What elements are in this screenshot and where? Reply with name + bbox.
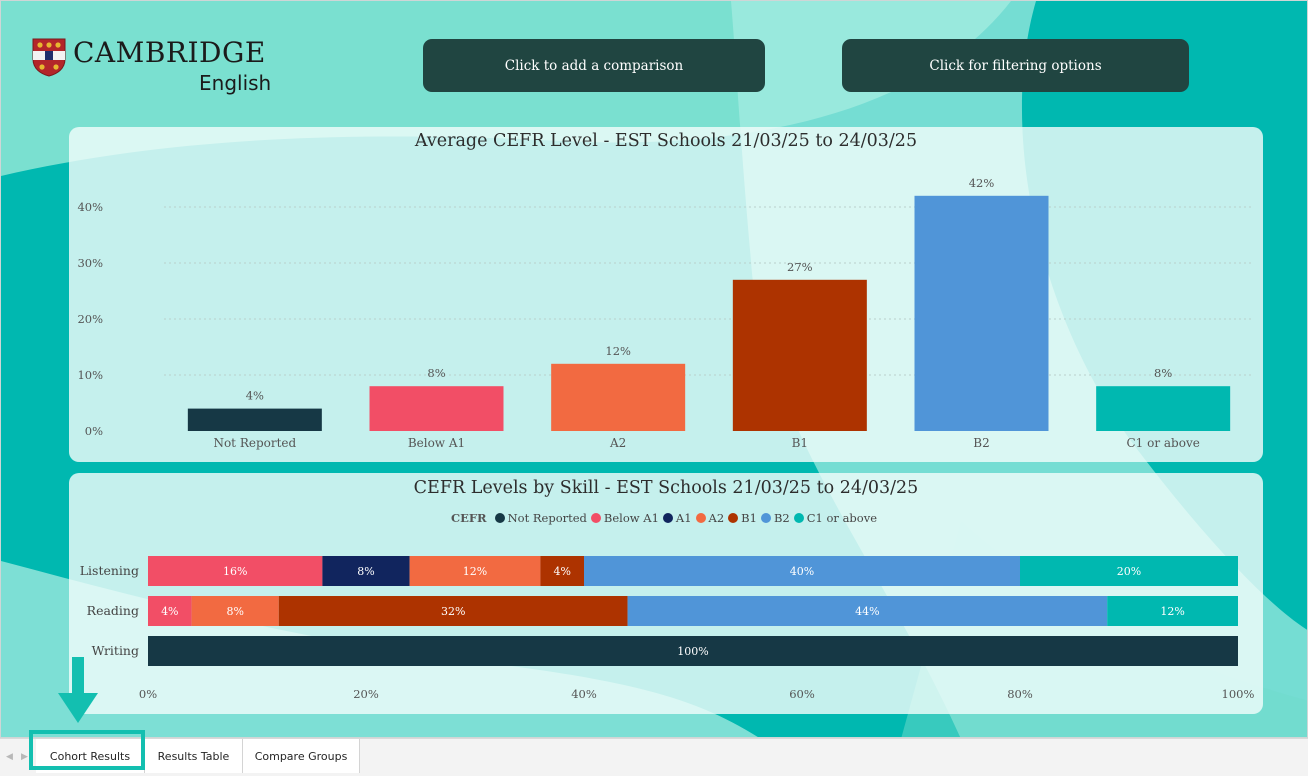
stacked-segment[interactable] xyxy=(627,596,1108,626)
brand-name: CAMBRIDGE xyxy=(73,36,266,69)
y-tick-label: 40% xyxy=(77,200,103,214)
legend-item[interactable]: A2 xyxy=(695,511,725,525)
y-tick-label: 10% xyxy=(77,368,103,382)
bar-value-label: 42% xyxy=(969,176,995,190)
chart-legend: CEFR Not Reported Below A1 A1 A2 B1 B2 C1 or a… xyxy=(69,511,1263,525)
bar-value-label: 8% xyxy=(427,366,445,380)
legend-item[interactable]: B1 xyxy=(728,511,757,525)
chart-title: CEFR Levels by Skill - EST Schools 21/03… xyxy=(413,478,919,498)
legend-dot-icon xyxy=(662,513,673,523)
report-canvas: CAMBRIDGE English Click to add a compari… xyxy=(0,0,1308,738)
stacked-segment[interactable] xyxy=(1020,556,1238,586)
y-tick-label: 30% xyxy=(77,256,103,270)
x-category-label: Not Reported xyxy=(213,436,296,450)
x-category-label: Below A1 xyxy=(408,436,465,450)
legend-label: B1 xyxy=(741,511,757,525)
legend-item[interactable]: B2 xyxy=(760,511,790,525)
stacked-segment[interactable] xyxy=(409,556,541,586)
x-tick-label: 20% xyxy=(353,687,379,701)
segment-value-label: 12% xyxy=(1160,605,1184,618)
stacked-segment[interactable] xyxy=(148,556,323,586)
bar[interactable] xyxy=(732,279,867,431)
legend-label: Not Reported xyxy=(507,511,587,525)
x-category-label: C1 or above xyxy=(1126,436,1199,450)
stacked-segment[interactable] xyxy=(1107,596,1238,626)
bar-value-label: 4% xyxy=(246,389,264,403)
add-comparison-button[interactable]: Click to add a comparison xyxy=(423,39,765,92)
segment-value-label: 16% xyxy=(223,565,247,578)
previous-page-icon[interactable]: ◀ xyxy=(6,752,13,762)
legend-dot-icon xyxy=(590,513,601,523)
legend-label: A1 xyxy=(675,511,692,525)
legend-item[interactable]: Below A1 xyxy=(590,511,659,525)
filtering-options-button[interactable]: Click for filtering options xyxy=(842,39,1189,92)
legend-dot-icon xyxy=(728,513,739,523)
bar-value-label: 12% xyxy=(605,344,631,358)
x-tick-label: 80% xyxy=(1007,687,1033,701)
row-label: Reading xyxy=(87,603,139,618)
x-category-label: A2 xyxy=(609,436,626,450)
segment-value-label: 8% xyxy=(357,565,374,578)
segment-value-label: 44% xyxy=(855,605,879,618)
cefr-by-skill-chart-panel: CEFR Levels by Skill - EST Schools 21/03… xyxy=(69,473,1263,714)
x-tick-label: 100% xyxy=(1222,687,1255,701)
legend-label: A2 xyxy=(708,511,725,525)
cefr-level-bar-chart: 0% 10% 20% 30% 40% 4% Not Reported 8% Below A1 12… xyxy=(77,176,1254,450)
y-tick-label: 20% xyxy=(77,312,103,326)
row-label: Writing xyxy=(92,643,139,658)
bar[interactable] xyxy=(187,408,322,431)
down-arrow-icon xyxy=(58,657,98,723)
chart-title: Average CEFR Level - EST Schools 21/03/2… xyxy=(414,131,918,151)
brand-subtitle: English xyxy=(199,71,272,95)
legend-dot-icon xyxy=(695,513,706,523)
segment-value-label: 100% xyxy=(677,645,708,658)
segment-value-label: 4% xyxy=(553,565,570,578)
bar[interactable] xyxy=(369,386,504,431)
cefr-level-chart-panel: Average CEFR Level - EST Schools 21/03/2… xyxy=(69,127,1263,462)
legend-item[interactable]: C1 or above xyxy=(793,511,878,525)
segment-value-label: 40% xyxy=(790,565,814,578)
tab-cohort-results[interactable]: Cohort Results xyxy=(36,739,145,773)
bar-value-label: 27% xyxy=(787,260,813,274)
row-label: Listening xyxy=(80,563,139,578)
stacked-segment[interactable] xyxy=(584,556,1020,586)
segment-value-label: 8% xyxy=(226,605,243,618)
legend-label: C1 or above xyxy=(806,511,878,525)
stacked-segment[interactable] xyxy=(148,636,1238,666)
stacked-segment[interactable] xyxy=(148,596,192,626)
legend-dot-icon xyxy=(760,513,771,523)
x-tick-label: 40% xyxy=(571,687,597,701)
segment-value-label: 32% xyxy=(441,605,465,618)
legend-label: Below A1 xyxy=(603,511,659,525)
stacked-segment[interactable] xyxy=(278,596,628,626)
legend-item[interactable]: Not Reported xyxy=(494,511,587,525)
bar[interactable] xyxy=(551,363,686,431)
tab-results-table[interactable]: Results Table xyxy=(145,739,243,773)
bar[interactable] xyxy=(914,195,1049,431)
bar[interactable] xyxy=(1096,386,1231,431)
page-tab-bar: ◀ ▶ Cohort Results Results Table Compare… xyxy=(0,738,1308,776)
segment-value-label: 4% xyxy=(161,605,178,618)
x-category-label: B2 xyxy=(973,436,989,450)
stacked-segment[interactable] xyxy=(540,556,584,586)
stacked-segment[interactable] xyxy=(191,596,279,626)
legend-item[interactable]: A1 xyxy=(662,511,692,525)
x-category-label: B1 xyxy=(792,436,808,450)
legend-label: B2 xyxy=(773,511,790,525)
cefr-by-skill-stacked-chart: Listening 16% 8% 12% 4% 40% 20% Reading 4% 8% 32% 4… xyxy=(80,556,1255,701)
cambridge-english-logo: CAMBRIDGE English xyxy=(31,36,281,99)
stacked-segment[interactable] xyxy=(322,556,410,586)
next-page-icon[interactable]: ▶ xyxy=(21,752,28,762)
legend-dot-icon xyxy=(793,513,804,523)
tab-compare-groups[interactable]: Compare Groups xyxy=(243,739,360,773)
legend-dot-icon xyxy=(494,513,505,523)
x-tick-label: 60% xyxy=(789,687,815,701)
legend-title: CEFR xyxy=(450,511,487,525)
cambridge-shield-icon xyxy=(32,38,66,77)
x-tick-label: 0% xyxy=(139,687,157,701)
segment-value-label: 12% xyxy=(463,565,487,578)
y-tick-label: 0% xyxy=(85,424,103,438)
segment-value-label: 20% xyxy=(1117,565,1141,578)
bar-value-label: 8% xyxy=(1154,366,1172,380)
